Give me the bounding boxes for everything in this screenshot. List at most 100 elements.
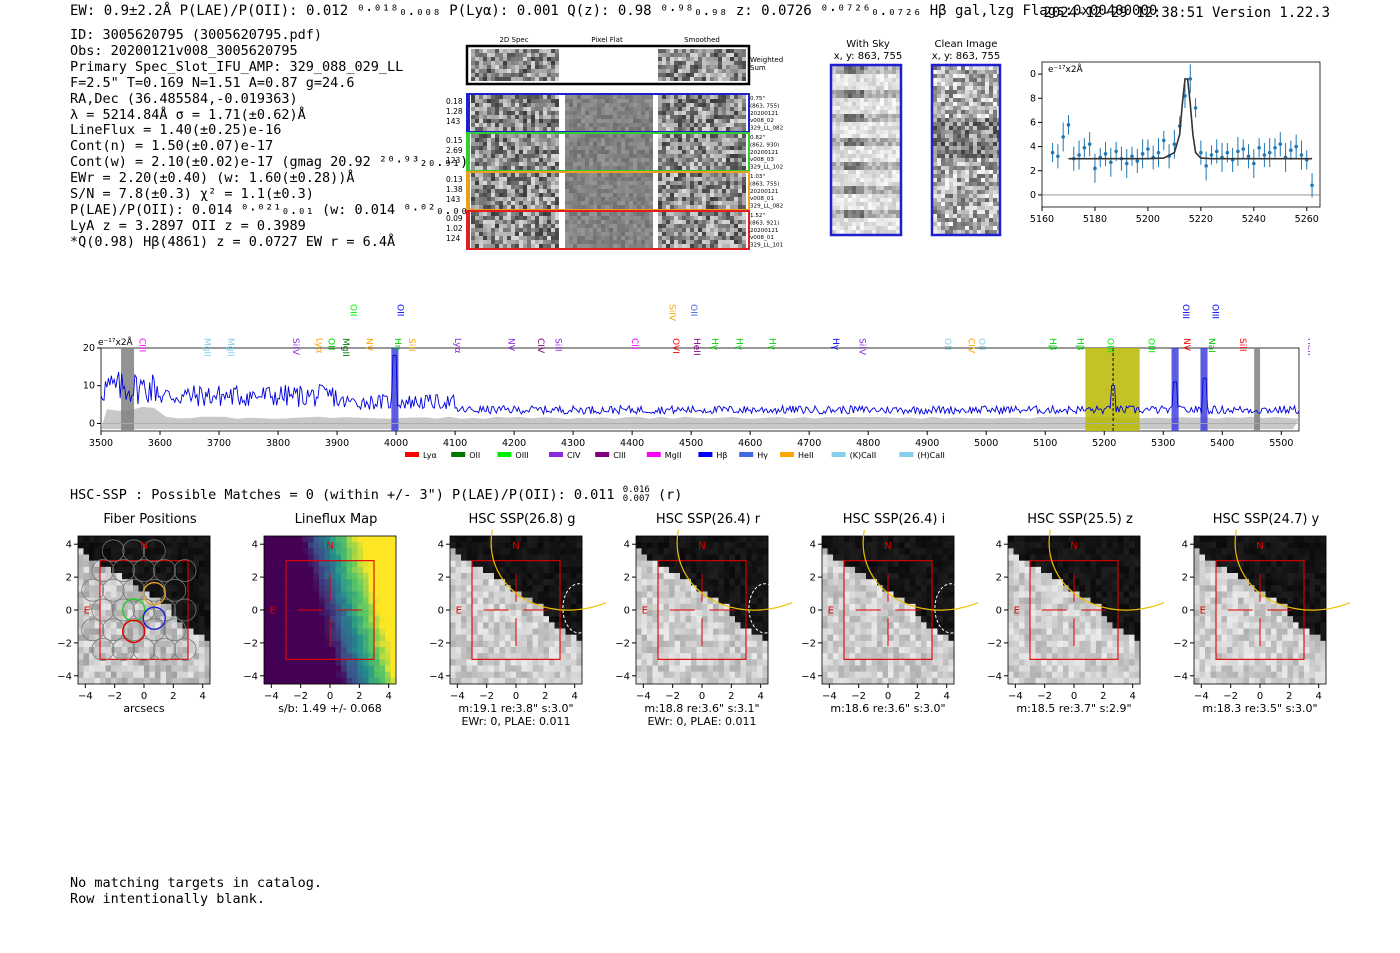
spec2d-pixel [633,197,637,201]
sky-pixel [969,186,973,190]
spec2d-pixel [605,115,609,119]
spec2d-pixel [543,189,547,193]
spec2d-pixel [471,220,475,224]
spec2d-pixel [471,138,475,142]
spec2d-pixel [682,107,686,111]
sky-pixel [876,210,880,214]
sky-pixel [933,182,937,186]
sky-pixel [933,102,937,106]
sky-pixel [884,182,888,186]
zoom-x-tick-label: 5240 [1242,214,1266,225]
cutout-pixel [149,647,156,654]
spec2d-pixel [702,158,706,162]
spec2d-pixel [742,150,746,154]
sky-pixel [989,162,993,166]
spec2d-pixel [569,150,573,154]
sky-pixel [840,74,844,78]
sky-pixel [860,166,864,170]
sky-pixel [965,214,969,218]
spec2d-pixel [523,216,527,220]
spec2d-pixel [581,228,585,232]
spec2d-pixel [539,162,543,166]
spec2d-pixel [539,65,543,69]
spec2d-pixel [645,216,649,220]
sky-pixel [993,66,997,70]
spec2d-pixel [730,236,734,240]
cutout-pixel [133,554,139,561]
sky-pixel [949,110,953,114]
sky-pixel [860,206,864,210]
sky-pixel [961,202,965,206]
sky-pixel [961,74,965,78]
sky-pixel [937,154,941,158]
spec2d-pixel [670,95,674,99]
sky-pixel [852,190,856,194]
sky-pixel [989,102,993,106]
spec2d-pixel [483,111,487,115]
spec2d-pixel [702,173,706,177]
sky-pixel [856,70,860,74]
spec2d-pixel [475,142,479,146]
cutout-pixel [127,573,134,580]
sky-pixel [965,202,969,206]
spec2d-pixel [471,150,475,154]
spec2d-row-meta: (863, 755) [750,103,779,109]
spec2d-pixel [666,119,670,123]
spec2d-pixel [730,150,734,154]
spec2d-pixel [613,146,617,150]
spec2d-pixel [714,150,718,154]
spec2d-pixel [539,123,543,127]
spec2d-pixel [674,53,678,57]
spec2d-pixel [503,177,507,181]
cutout-row: Fiber Positions N E −4 −4 −2 −2 0 0 2 2 4 4 arcsecs Li… [48,512,1350,728]
spec2d-pixel [487,146,491,150]
cutout-pixel [166,622,172,629]
cutout-pixel [122,585,128,592]
cutout-pixel [89,591,95,598]
spec2d-pixel [726,154,730,158]
spec2d-pixel [515,193,519,197]
sky-pixel [945,122,949,126]
spec2d-pixel [471,77,475,81]
sky-pixel [844,66,848,70]
sky-pixel [880,70,884,74]
hsc-plae-upper: 0.016 [622,485,650,495]
spec2d-pixel [487,57,491,61]
sky-pixel [892,134,896,138]
spec2d-pixel [515,220,519,224]
spec2d-pixel [706,119,710,123]
spec2d-pixel [499,166,503,170]
spec2d-pixel [601,220,605,224]
spec2d-pixel [547,127,551,131]
cutout-pixel [94,659,101,666]
spec2d-pixel [710,142,714,146]
sky-pixel [872,210,876,214]
spec2d-pixel [674,103,678,107]
sky-pixel [896,202,900,206]
sky-pixel [941,202,945,206]
sky-pixel [896,138,900,142]
spec2d-pixel [645,107,649,111]
spec2d-pixel [742,61,746,65]
spec2d-pixel [726,119,730,123]
spec2d-pixel [597,138,601,142]
sky-pixel [953,90,957,94]
spec2d-pixel [503,236,507,240]
spec2d-pixel [738,107,742,111]
spec2d-pixel [507,177,511,181]
spec2d-pixel [710,65,714,69]
sky-pixel [969,226,973,230]
spectrum-line-label: SiIV [856,338,866,356]
spec2d-pixel [722,49,726,53]
spec2d-pixel [589,146,593,150]
spec2d-pixel [698,189,702,193]
spec2d-pixel [471,212,475,216]
spec2d-pixel [543,127,547,131]
spec2d-pixel [543,224,547,228]
spec2d-pixel [487,73,491,77]
legend-label: CIII [613,451,626,460]
sky-pixel [969,166,973,170]
spec2d-pixel [694,185,698,189]
spec2d-pixel [666,212,670,216]
spec2d-pixel [495,193,499,197]
